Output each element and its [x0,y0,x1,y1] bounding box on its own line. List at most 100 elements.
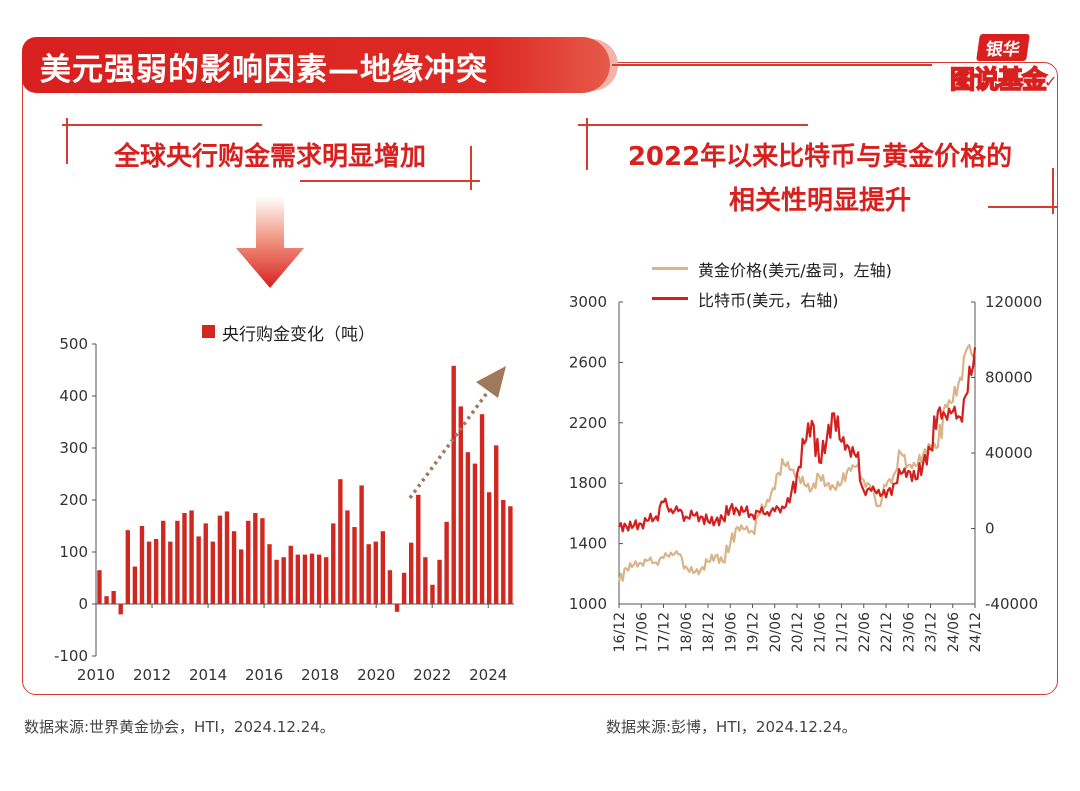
right-y-tick-label: 80000 [985,369,1033,387]
line-x-tick-label: 20/06 [768,612,784,652]
bar [316,554,322,604]
bar [437,559,442,604]
bar [260,518,265,604]
left-source-note: 数据来源:世界黄金协会，HTI，2024.12.24。 [24,718,335,736]
down-arrow-icon [236,196,304,288]
bar [359,485,364,604]
left-y-tick-label: 3000 [569,293,607,311]
line-x-tick-label: 18/06 [679,612,695,652]
bar [168,541,173,604]
bar [210,541,216,604]
right-deco-top [578,124,808,126]
bar [508,506,513,604]
bar [274,559,279,604]
line-x-tick-label: 17/12 [657,612,673,652]
gold-legend-swatch [652,267,688,270]
bar [281,557,286,604]
line-x-tick-label: 21/06 [812,612,828,652]
bar [231,531,237,604]
bar [189,510,194,604]
left-y-tick-label: 2200 [569,414,607,432]
bar-y-tick-label: 300 [59,439,88,457]
line-x-tick-label: 23/06 [901,612,917,652]
brand-logo: 银华 图说基金 ✓ [944,34,1064,95]
bar [465,452,471,604]
bar [196,536,201,604]
right-source-note: 数据来源:彭博，HTI，2024.12.24。 [606,718,857,736]
bar [430,584,435,604]
left-deco-top [62,124,262,126]
bar-x-tick-label: 2016 [245,666,283,684]
bar-legend-label: 央行购金变化（吨） [222,325,375,345]
bar [224,511,230,604]
right-subtitle-line1: 2022年以来比特币与黄金价格的 [627,142,1013,172]
left-y-tick-label: 2600 [569,353,607,371]
left-y-tick-label: 1800 [569,474,607,492]
line-x-tick-label: 17/06 [634,612,650,652]
bar [104,596,109,604]
bar [472,463,478,604]
trend-arrow-head-icon [476,366,506,398]
left-y-tick-label: 1000 [569,595,607,613]
right-deco-bottom [988,206,1058,208]
bar [118,604,123,615]
right-deco-vert [586,118,588,170]
bar-x-tick-label: 2022 [413,666,451,684]
bar-x-tick-label: 2020 [357,666,395,684]
bar-y-tick-label: 100 [59,543,88,561]
trend-arrow-line [408,384,494,500]
bar [401,572,407,604]
bar [309,553,315,604]
bar [97,570,102,604]
gold-price-line [617,343,976,582]
right-y-tick-label: 40000 [985,444,1033,462]
line-x-tick-label: 19/06 [723,612,739,652]
bar [238,549,244,604]
bar [302,554,308,604]
line-x-tick-label: 23/12 [924,612,940,652]
left-subtitle: 全球央行购金需求明显增加 [113,142,426,172]
right-y-tick-label: -40000 [985,595,1038,613]
line-x-tick-label: 21/12 [835,612,851,652]
bar [373,541,378,604]
bar [246,520,251,604]
line-x-tick-label: 16/12 [612,612,628,652]
bar-x-tick-label: 2018 [301,666,339,684]
title-banner [22,37,610,93]
central-bank-gold-bar-chart: -100 0 100 200 300 400 500 2010 2012 2014 2016 2018… [54,335,514,684]
bar [295,554,301,604]
line-x-tick-label: 22/06 [857,612,873,652]
brand-top-text: 银华 [976,34,1030,61]
line-x-tick-label: 22/12 [879,612,895,652]
bar-x-tick-label: 2024 [469,666,507,684]
line-x-tick-label: 24/12 [968,612,984,652]
right-deco-vert2 [1052,168,1054,214]
bar [217,515,223,604]
bar [111,591,116,604]
bar [458,406,463,604]
right-y-tick-label: 120000 [985,293,1042,311]
bar [494,445,499,604]
left-y-tick-label: 1400 [569,535,607,553]
bar [338,479,343,604]
left-deco-vert2 [470,146,472,190]
bar [486,492,492,604]
bar [501,500,506,604]
right-subtitle-line2: 相关性明显提升 [728,186,911,216]
bar-x-tick-label: 2012 [133,666,171,684]
bar [387,570,393,604]
bar-y-tick-label: 0 [78,595,88,613]
title-rule [612,64,932,66]
bitcoin-gold-line-chart: 1000 1400 1800 2200 2600 3000 -40000 0 40000 8000… [569,293,1042,652]
bar [153,539,159,604]
bitcoin-legend-label: 比特币(美元，右轴) [698,291,839,310]
bar-legend-swatch [202,325,215,338]
check-icon: ✓ [1044,72,1058,91]
bar-y-tick-label: 500 [59,335,88,353]
bar [203,523,208,604]
bar-x-tick-label: 2014 [189,666,227,684]
bar [423,557,428,604]
bar [323,557,329,604]
bar-y-tick-label: -100 [54,647,88,665]
bitcoin-price-line [618,347,977,533]
